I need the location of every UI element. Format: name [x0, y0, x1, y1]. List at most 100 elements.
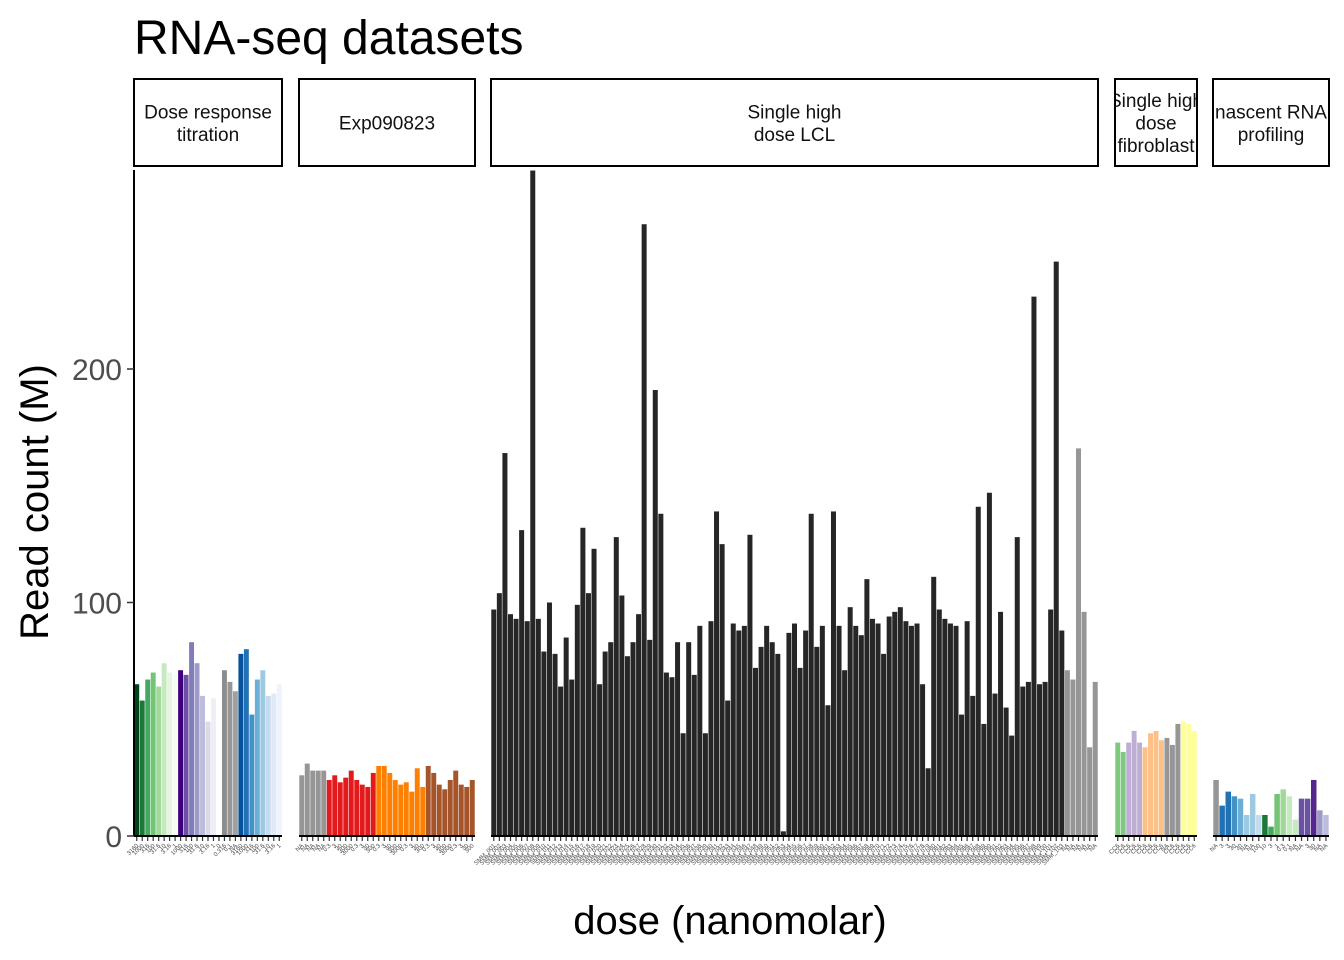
bar: [881, 653, 887, 836]
bar: [1042, 681, 1048, 836]
bar: [1131, 730, 1137, 836]
bar: [914, 623, 920, 836]
bar: [791, 623, 797, 836]
bar: [1262, 814, 1268, 836]
bar: [819, 625, 825, 836]
x-tick-label: 0.3: [372, 843, 383, 854]
bar: [1219, 805, 1225, 836]
x-tick-label: 3: [381, 843, 388, 850]
bar: [343, 777, 349, 837]
x-tick-label: NA: [306, 843, 316, 853]
facet-strip: [133, 78, 283, 167]
bar: [546, 602, 552, 836]
bar: [156, 686, 162, 836]
x-tick-label: 10: [1259, 843, 1268, 852]
bar: [624, 656, 630, 836]
bar: [200, 695, 205, 836]
bar: [1243, 814, 1250, 836]
bar: [304, 763, 310, 836]
bar: [758, 646, 764, 836]
x-tick-label: 30: [362, 843, 371, 852]
bar: [464, 786, 470, 836]
bar: [442, 789, 448, 836]
bar: [1298, 798, 1305, 836]
bar: [680, 733, 686, 836]
bar: [569, 679, 575, 836]
bar: [1009, 735, 1015, 836]
chart-title: RNA-seq datasets: [134, 12, 524, 65]
bar: [1169, 744, 1175, 836]
facet-label: dose: [1135, 114, 1176, 135]
bar: [332, 775, 338, 836]
bar: [271, 693, 277, 836]
x-tick-label: 10: [263, 843, 272, 852]
bar: [491, 609, 497, 836]
y-tick-label: 200: [72, 354, 122, 387]
bar: [134, 684, 140, 836]
bar: [636, 614, 642, 836]
facet-panel: Dose responsetitration3160100031610031.6…: [126, 78, 283, 858]
bar: [1031, 296, 1037, 836]
bar: [920, 684, 926, 836]
bar: [669, 677, 675, 836]
bar: [1274, 793, 1280, 836]
bar: [1159, 740, 1164, 836]
x-tick-label: 300: [365, 843, 377, 855]
x-tick-label: NA: [1289, 843, 1299, 853]
x-tick-label: 3: [431, 843, 438, 850]
y-axis: 0 100 200: [72, 170, 135, 854]
bar: [1037, 684, 1043, 836]
bar: [580, 527, 586, 836]
bar: [1191, 730, 1197, 836]
bar: [764, 625, 770, 836]
x-tick-label: 1: [210, 843, 217, 850]
x-tick-label: 0.1: [1283, 843, 1294, 854]
x-tick-label: 3: [1225, 843, 1232, 850]
bar: [1231, 796, 1238, 836]
bar: [403, 782, 409, 836]
facet-strip: [1114, 78, 1198, 167]
bar: [736, 630, 742, 836]
bar: [931, 576, 937, 836]
bar: [1020, 686, 1026, 836]
x-axis-title: dose (nanomolar): [573, 899, 887, 943]
bar: [597, 684, 603, 836]
bar: [513, 618, 519, 836]
x-tick-label: 0: [216, 843, 223, 850]
bar: [348, 770, 354, 836]
bar: [1003, 707, 1009, 836]
bar: [725, 700, 731, 836]
bar: [986, 492, 992, 836]
bar: [139, 700, 145, 836]
bar: [903, 621, 909, 836]
facet-label: Exp090823: [339, 114, 435, 135]
bar: [652, 390, 658, 836]
bar: [842, 670, 848, 836]
bar: [786, 632, 792, 836]
bar: [897, 607, 903, 836]
bar: [1153, 730, 1159, 836]
facet-panel: Single highdosefibroblastCC6CC6CC6CC6CC6…: [1108, 78, 1198, 856]
bar: [447, 779, 453, 836]
x-tick-label: NA: [312, 843, 322, 853]
bar: [315, 770, 321, 836]
bar: [183, 674, 189, 836]
bar: [1186, 723, 1192, 836]
bar: [1292, 819, 1299, 836]
bar: [436, 784, 442, 836]
bar: [1256, 814, 1262, 836]
x-tick-label: 10: [197, 843, 206, 852]
bar: [858, 635, 864, 836]
bar: [585, 593, 591, 836]
bar: [1014, 537, 1020, 836]
bar: [387, 772, 393, 836]
bar: [981, 723, 987, 836]
bar: [1126, 742, 1132, 836]
x-tick-label: 3: [1219, 843, 1226, 850]
x-tick-label: NA: [229, 843, 239, 853]
bar: [425, 765, 431, 836]
x-tick-label: 0.1: [223, 843, 234, 854]
x-tick-label: 3: [359, 843, 366, 850]
bar: [730, 623, 736, 836]
bar: [414, 768, 420, 836]
